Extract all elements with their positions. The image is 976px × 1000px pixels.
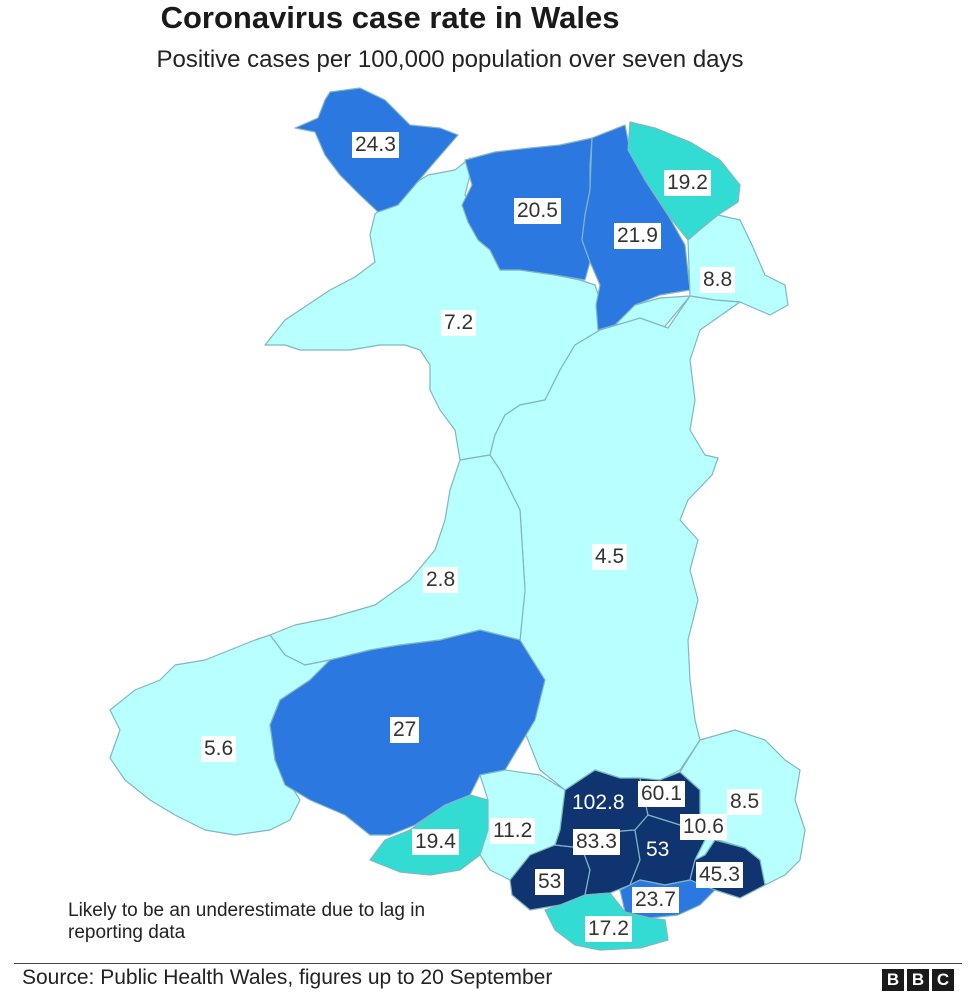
value-label-cardiff: 23.7 bbox=[632, 887, 679, 913]
value-label-bridgend: 53 bbox=[535, 869, 565, 895]
value-label-powys: 4.5 bbox=[592, 544, 628, 570]
value-label-merthyr-tydfil: 83.3 bbox=[573, 829, 620, 855]
value-label-flintshire: 19.2 bbox=[664, 170, 711, 196]
value-label-rhondda-cynon-taf: 102.8 bbox=[569, 790, 628, 816]
value-label-anglesey: 24.3 bbox=[352, 132, 399, 158]
value-label-conwy: 20.5 bbox=[514, 198, 561, 224]
source-credit: Source: Public Health Wales, figures up … bbox=[22, 966, 553, 989]
footer-divider bbox=[14, 963, 962, 964]
value-label-gwynedd: 7.2 bbox=[441, 310, 477, 336]
value-label-vale-of-glamorgan: 17.2 bbox=[585, 916, 632, 942]
value-label-monmouthshire: 8.5 bbox=[727, 789, 763, 815]
value-label-newport: 45.3 bbox=[696, 862, 743, 888]
value-label-denbighshire: 21.9 bbox=[614, 223, 661, 249]
bbc-logo-block-b2: B bbox=[907, 969, 929, 991]
map-title: Coronavirus case rate in Wales bbox=[160, 0, 620, 35]
region-powys bbox=[489, 295, 741, 791]
value-label-wrexham: 8.8 bbox=[700, 267, 736, 293]
bbc-logo-block-c: C bbox=[932, 969, 954, 991]
map-subtitle: Positive cases per 100,000 population ov… bbox=[156, 46, 744, 73]
value-label-swansea: 19.4 bbox=[412, 829, 459, 855]
value-label-ceredigion: 2.8 bbox=[423, 567, 459, 593]
value-label-blaenau-gwent: 60.1 bbox=[638, 781, 685, 807]
value-label-torfaen: 10.6 bbox=[680, 814, 727, 840]
value-label-caerphilly: 53 bbox=[646, 838, 670, 861]
bbc-logo: B B C bbox=[882, 969, 954, 991]
footnote: Likely to be an underestimate due to lag… bbox=[68, 900, 426, 943]
value-label-carmarthenshire: 27 bbox=[390, 717, 420, 743]
value-label-pembrokeshire: 5.6 bbox=[201, 736, 237, 762]
bbc-logo-block-b1: B bbox=[882, 969, 904, 991]
value-label-neath-port-talbot: 11.2 bbox=[490, 818, 536, 844]
